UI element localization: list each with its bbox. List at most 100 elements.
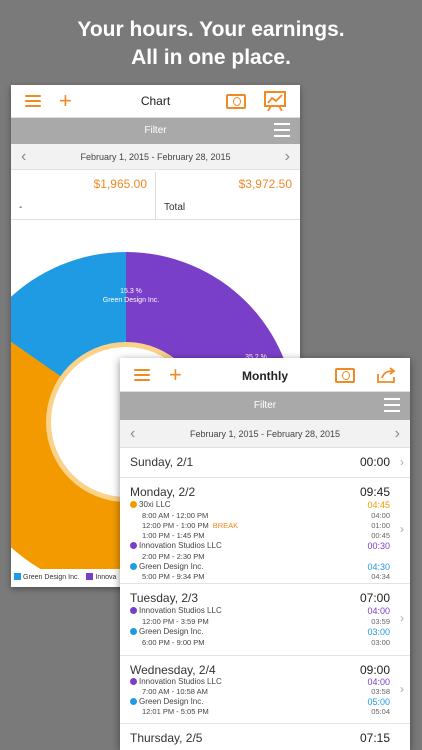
client-total: 03:00 <box>367 627 390 637</box>
sliders-icon[interactable] <box>384 398 400 414</box>
client-name: Innovation Studios LLC <box>139 606 222 615</box>
client-entry: 30xi LLC <box>130 500 171 509</box>
legend-swatch <box>86 573 94 580</box>
client-dot <box>130 542 137 549</box>
earnings-icon[interactable] <box>335 368 355 383</box>
summary-cell: $1,965.00 - <box>11 172 156 220</box>
menu-icon[interactable] <box>25 95 41 107</box>
time-duration: 03:00 <box>371 638 390 647</box>
day-row[interactable]: Thursday, 2/5 07:15 <box>120 724 410 750</box>
time-duration: 03:58 <box>371 687 390 696</box>
day-row[interactable]: Monday, 2/2 09:45 › 30xi LLC 04:45 8:00 … <box>120 478 410 584</box>
time-range: 2:00 PM - 2:30 PM <box>142 552 205 561</box>
headline-line-1: Your hours. Your earnings. <box>77 18 345 41</box>
legend-label: Green Design Inc. <box>23 574 80 581</box>
day-row[interactable]: Tuesday, 2/3 07:00 › Innovation Studios … <box>120 584 410 656</box>
day-row[interactable]: Wednesday, 2/4 09:00 › Innovation Studio… <box>120 656 410 724</box>
promo-headline: Your hours. Your earnings. All in one pl… <box>0 16 422 72</box>
earnings-icon[interactable] <box>226 94 246 109</box>
client-entry: Green Design Inc. <box>130 562 203 571</box>
client-entry: Innovation Studios LLC <box>130 677 222 686</box>
client-dot <box>130 563 137 570</box>
client-total: 04:00 <box>367 677 390 687</box>
day-total: 09:00 <box>359 663 390 677</box>
chevron-right-icon: › <box>400 455 404 469</box>
slice-label-30xi: 49.5 % 30xi LLC <box>59 451 109 469</box>
filter-bar[interactable]: Filter <box>11 118 300 144</box>
time-duration: 00:45 <box>371 531 390 540</box>
filter-label: Filter <box>253 400 277 411</box>
add-icon[interactable]: + <box>59 88 72 113</box>
client-total: 04:30 <box>367 562 390 572</box>
date-range: February 1, 2015 - February 28, 2015 <box>189 429 341 439</box>
page-title: Monthly <box>242 369 288 383</box>
time-range: 1:00 PM - 1:45 PM <box>142 531 205 540</box>
add-icon[interactable]: + <box>169 362 182 387</box>
chevron-right-icon[interactable]: › <box>394 425 400 442</box>
client-name: 30xi LLC <box>139 500 171 509</box>
slice-pct: 15.3 % <box>120 288 142 295</box>
day-name: Monday, 2/2 <box>130 485 196 499</box>
page-title: Chart <box>140 94 171 108</box>
headline-line-2: All in one place. <box>131 46 291 69</box>
client-total: 04:00 <box>367 606 390 616</box>
share-icon[interactable] <box>376 366 398 384</box>
filter-label: Filter <box>144 125 167 136</box>
date-range-bar: ‹ February 1, 2015 - February 28, 2015 › <box>11 144 300 170</box>
client-entry: Green Design Inc. <box>130 697 203 706</box>
summary-amount: $1,965.00 <box>93 177 147 191</box>
client-total: 04:45 <box>367 500 390 510</box>
break-badge: BREAK <box>212 521 239 530</box>
menu-icon[interactable] <box>134 369 150 381</box>
client-dot <box>130 607 137 614</box>
time-range: 12:00 PM - 1:00 PM <box>142 521 209 530</box>
time-range: 12:00 PM - 3:59 PM <box>142 617 209 626</box>
chart-nav-bar: + Chart <box>11 85 300 118</box>
time-range: 7:00 AM - 10:58 AM <box>142 687 208 696</box>
day-total: 07:15 <box>359 731 390 745</box>
time-range: 5:00 PM - 9:34 PM <box>142 572 205 581</box>
slice-pct: 49.5 % <box>73 452 95 459</box>
filter-bar[interactable]: Filter <box>120 392 410 420</box>
chevron-left-icon[interactable]: ‹ <box>21 148 27 165</box>
summary-amount-total: $3,972.50 <box>238 177 292 191</box>
day-name: Tuesday, 2/3 <box>130 591 199 605</box>
slice-name: 30xi LLC <box>70 461 98 468</box>
client-name: Innovation Studios LLC <box>139 677 222 686</box>
chart-screen: + Chart Filter ‹ February 1, 2015 - Febr… <box>11 85 300 587</box>
time-duration: 04:00 <box>371 511 390 520</box>
legend-label: Innova <box>95 574 117 581</box>
time-duration: 03:59 <box>371 617 390 626</box>
time-duration: 04:34 <box>371 572 390 581</box>
client-name: Innovation Studios LLC <box>139 541 222 550</box>
sliders-icon[interactable] <box>274 123 290 139</box>
client-dot <box>130 678 137 685</box>
time-range: 8:00 AM - 12:00 PM <box>142 511 209 520</box>
day-name: Wednesday, 2/4 <box>130 663 216 677</box>
time-duration: 05:04 <box>371 707 390 716</box>
client-total: 00:30 <box>367 541 390 551</box>
chevron-right-icon[interactable]: › <box>284 148 290 165</box>
time-duration: 01:00 <box>371 521 390 530</box>
date-range: February 1, 2015 - February 28, 2015 <box>80 152 231 162</box>
day-row[interactable]: Sunday, 2/1 00:00 › <box>120 448 410 478</box>
slice-name: Green Design Inc. <box>102 297 160 304</box>
summary-label: - <box>19 202 23 213</box>
chart-icon[interactable] <box>264 91 286 111</box>
monthly-nav-bar: + Monthly <box>120 358 410 392</box>
day-name: Sunday, 2/1 <box>130 455 194 469</box>
chevron-right-icon: › <box>400 611 404 625</box>
chevron-right-icon: › <box>400 522 404 536</box>
chevron-left-icon[interactable]: ‹ <box>130 425 136 442</box>
client-name: Green Design Inc. <box>139 627 204 636</box>
client-entry: Green Design Inc. <box>130 627 203 636</box>
date-range-bar: ‹ February 1, 2015 - February 28, 2015 › <box>120 420 410 448</box>
monthly-screen: + Monthly Filter ‹ February 1, 2015 - Fe… <box>120 358 410 750</box>
day-total: 00:00 <box>359 455 390 469</box>
client-name: Green Design Inc. <box>139 562 204 571</box>
client-name: Green Design Inc. <box>139 697 204 706</box>
legend-swatch <box>14 573 21 580</box>
slice-label-green: 15.3 % Green Design Inc. <box>91 287 171 305</box>
time-range: 12:01 PM - 5:05 PM <box>142 707 209 716</box>
summary-label-total: Total <box>164 202 186 213</box>
